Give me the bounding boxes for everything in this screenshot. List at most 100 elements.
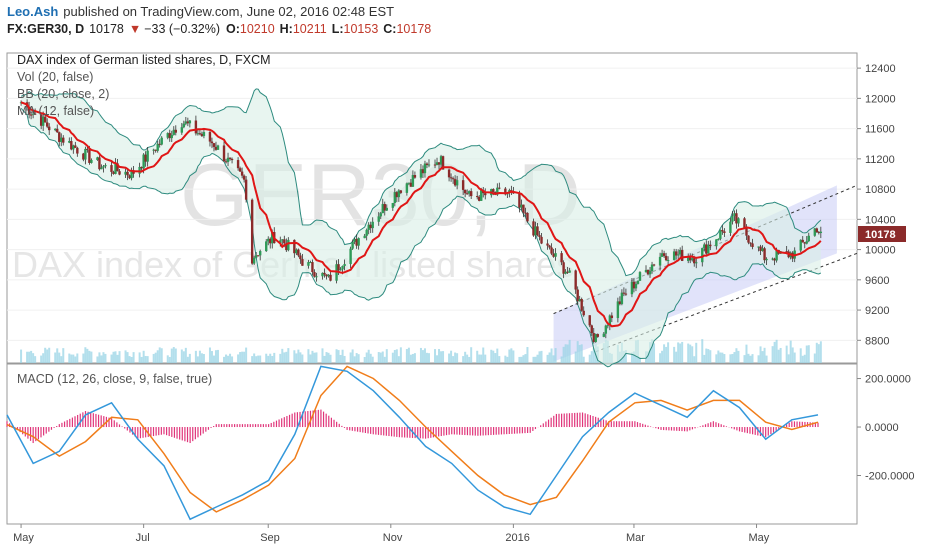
- candle-body: [465, 193, 469, 195]
- macd-tick-label: 200.0000: [865, 374, 911, 386]
- candle-body: [88, 149, 91, 163]
- candle-body: [540, 236, 543, 244]
- candle-body: [689, 257, 692, 261]
- legend-macd[interactable]: MACD (12, 26, close, 9, false, true): [17, 372, 212, 386]
- volume-bar: [76, 353, 79, 363]
- candle-body: [381, 204, 384, 214]
- candle-body: [749, 242, 752, 244]
- volume-bar: [534, 356, 537, 363]
- candle-body: [112, 171, 115, 174]
- volume-bar: [42, 353, 45, 363]
- volume-bar: [56, 348, 59, 363]
- volume-bar: [245, 347, 248, 363]
- candle-body: [371, 221, 374, 229]
- macd-series: [6, 365, 819, 521]
- candle-body: [166, 133, 169, 138]
- symbol-label[interactable]: FX:GER30, D: [7, 22, 84, 36]
- candle-body: [351, 241, 354, 249]
- candle-body: [355, 238, 358, 246]
- x-tick-label: Sep: [260, 532, 280, 544]
- candle-body: [532, 221, 535, 236]
- legend-bollinger[interactable]: BB (20, close, 2): [17, 87, 109, 101]
- volume-bar: [184, 347, 187, 363]
- volume-bar: [128, 356, 131, 363]
- candle-body: [363, 235, 366, 239]
- volume-bar: [140, 356, 143, 363]
- candle-body: [687, 257, 690, 261]
- change-down-icon: ▼: [129, 22, 141, 36]
- volume-bar: [466, 354, 469, 363]
- candlesticks[interactable]: [19, 99, 823, 344]
- candle-body: [339, 269, 342, 271]
- candle-body: [226, 157, 230, 162]
- time-axis[interactable]: May Jul Sep Nov 2016 Mar May: [13, 524, 770, 544]
- volume-bar: [142, 350, 145, 363]
- volume-bar: [212, 355, 215, 363]
- volume-bar: [665, 346, 668, 363]
- candle-body: [638, 272, 642, 281]
- candle-body: [536, 226, 539, 236]
- volume-bar: [297, 349, 300, 363]
- volume-bar: [468, 356, 471, 363]
- candle-body: [650, 264, 654, 272]
- volume-bar: [283, 352, 286, 363]
- volume-bar: [667, 342, 670, 363]
- candle-body: [594, 334, 597, 342]
- volume-bar: [355, 353, 358, 363]
- candle-body: [709, 244, 712, 247]
- volume-bar: [170, 348, 173, 363]
- candle-body: [652, 264, 656, 266]
- volume-bar: [116, 354, 119, 363]
- volume-bar: [677, 342, 680, 363]
- author-link[interactable]: Leo.Ash: [7, 4, 58, 19]
- candle-body: [407, 182, 411, 184]
- candle-body: [295, 249, 298, 254]
- candle-body: [90, 159, 93, 163]
- legend-moving-average[interactable]: MA (12, false): [17, 104, 94, 118]
- volume-bar: [651, 339, 654, 363]
- candle-body: [70, 141, 73, 150]
- candle-body: [252, 257, 256, 264]
- candle-body: [369, 224, 372, 229]
- candle-body: [636, 280, 640, 284]
- candle-body: [168, 133, 171, 139]
- candle-body: [397, 190, 401, 198]
- ma-line: [20, 101, 822, 328]
- candle-body: [214, 146, 218, 150]
- candle-body: [618, 301, 622, 305]
- volume-bar: [186, 356, 189, 363]
- candle-body: [116, 163, 119, 172]
- legend-volume[interactable]: Vol (20, false): [17, 70, 93, 84]
- volume-bar: [817, 344, 820, 363]
- y-tick-label: 12000: [865, 93, 896, 105]
- close-value: 10178: [396, 22, 431, 36]
- volume-bar: [695, 342, 698, 363]
- volume-bar: [484, 354, 487, 363]
- candle-body: [721, 230, 724, 232]
- candle-body: [58, 132, 61, 142]
- volume-bar: [773, 341, 776, 363]
- volume-bar: [689, 344, 692, 363]
- volume-bar: [779, 347, 782, 363]
- volume-bar: [478, 354, 481, 363]
- volume-bar: [681, 341, 684, 363]
- volume-bar: [799, 348, 802, 363]
- volume-bar: [365, 352, 368, 363]
- x-tick-label: Nov: [383, 532, 403, 544]
- macd-pane[interactable]: [6, 363, 858, 525]
- volume-bar: [329, 354, 332, 363]
- channel-lower-line: [595, 252, 858, 353]
- volume-bar: [110, 354, 113, 363]
- candle-body: [803, 242, 806, 244]
- last-price: 10178: [89, 22, 124, 36]
- candle-body: [801, 239, 804, 243]
- price-axis[interactable]: 12400 12000 11600 11200 10800 10400 10000 9600 9…: [857, 63, 915, 483]
- y-tick-label: 8800: [865, 335, 889, 347]
- candle-body: [775, 249, 778, 261]
- candle-body: [240, 171, 244, 176]
- candle-body: [745, 227, 748, 236]
- candle-body: [476, 196, 479, 198]
- volume-bar: [399, 347, 402, 363]
- volume-bar: [522, 355, 525, 363]
